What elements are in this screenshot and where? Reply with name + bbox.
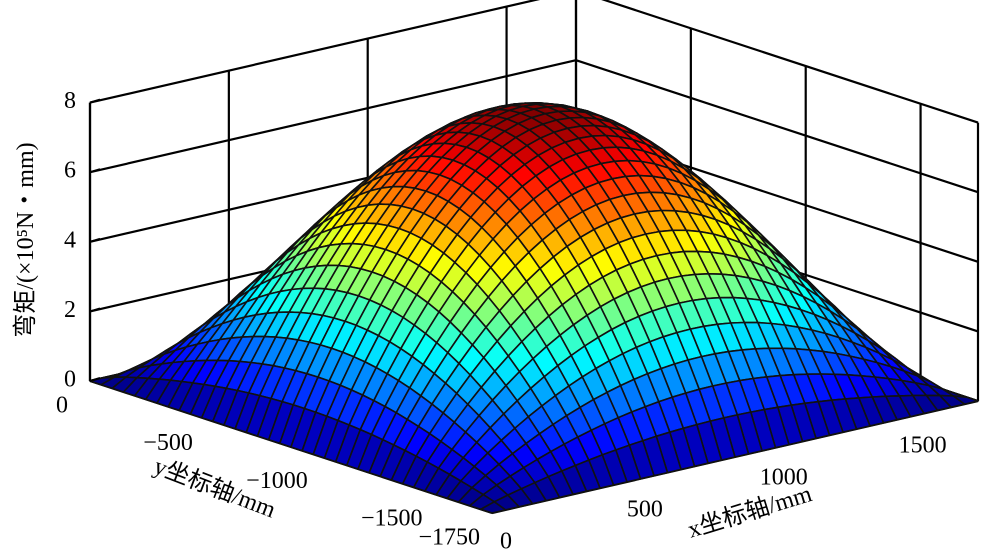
z-tick-label: 0: [64, 367, 76, 393]
y-tick-label: −1500: [361, 506, 423, 532]
axes: 0 2 4 6 8 0 −500 −1000 −1500−1750 0 500 1000 1500: [56, 88, 947, 553]
x-tick-label: 1500: [899, 433, 947, 459]
grid-line: [89, 0, 541, 104]
x-tick-label: 0: [500, 529, 512, 553]
z-tick-label: 4: [64, 227, 76, 253]
x-tick-label: 500: [627, 497, 663, 523]
y-tick-label: −1750: [418, 525, 480, 551]
z-tick-label: 8: [64, 88, 76, 114]
z-tick-mark: [89, 168, 101, 174]
grid-line: [89, 59, 577, 174]
grid-line: [575, 59, 979, 194]
grid-line: [601, 0, 979, 124]
z-axis-label: 弯矩/(×10⁵N・mm): [12, 142, 39, 337]
z-tick-mark: [89, 377, 101, 382]
z-tick-label: 6: [64, 158, 76, 184]
surface-mesh: [89, 102, 979, 514]
y-tick-label: −500: [143, 430, 193, 456]
x-tick-label: 1000: [760, 465, 808, 491]
x-axis-label: x坐标轴/mm: [685, 480, 816, 543]
z-tick-mark: [89, 307, 101, 313]
y-tick-label: −1000: [246, 468, 308, 494]
surface-patch: [479, 500, 507, 514]
z-tick-label: 2: [64, 297, 76, 323]
z-tick-mark: [89, 98, 101, 104]
z-tick-mark: [89, 237, 101, 243]
y-tick-label: 0: [56, 393, 68, 419]
